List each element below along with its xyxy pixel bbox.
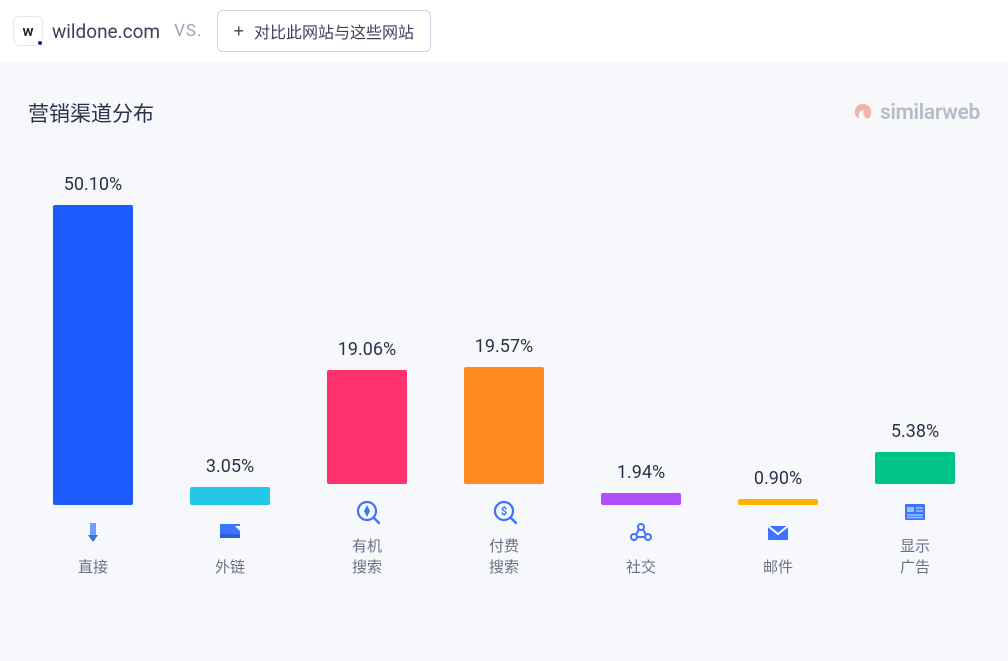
arrow-down-icon [80,519,106,547]
chart-bar [464,367,544,484]
favicon-letter: w [22,22,33,40]
chart-bar [327,370,407,484]
chart-column-display[interactable]: 5.38% 显示 广告 [860,421,970,578]
share-icon [628,519,654,547]
chart-bar [738,499,818,505]
compare-button[interactable]: + 对比此网站与这些网站 [217,10,432,52]
chart-column-mail[interactable]: 0.90% 邮件 [723,468,833,578]
vs-label: VS. [174,21,202,41]
similarweb-brand: similarweb [852,101,980,125]
compass-icon [354,498,380,526]
chart-column-organic[interactable]: 19.06% 有机 搜索 [312,339,422,578]
chart-category-label: 付费 搜索 [489,536,519,578]
plus-icon: + [234,22,245,40]
chart-value-label: 50.10% [64,174,122,195]
chart-bar [601,493,681,505]
mail-icon [765,519,791,547]
chart-category-label: 有机 搜索 [352,536,382,578]
chart-category-label: 邮件 [763,557,793,578]
site-favicon: w [14,17,42,45]
site-chip[interactable]: w wildone.com [14,17,160,45]
similarweb-brand-text: similarweb [880,101,980,125]
chart-card-header: 营销渠道分布 similarweb [18,92,990,128]
dollar-search-icon [491,498,517,526]
chart-bar [190,487,270,505]
compare-button-label: 对比此网站与这些网站 [254,19,414,43]
chart-bar [875,452,955,484]
news-icon [902,498,928,526]
chart-title: 营销渠道分布 [28,98,154,128]
chart-category-label: 直接 [78,557,108,578]
chart-value-label: 19.06% [338,339,396,360]
chart-column-paid_search[interactable]: 19.57% 付费 搜索 [449,336,559,578]
chart-card: 营销渠道分布 similarweb 50.10% 直接 3.05% 外链 19.06% 有… [18,92,990,578]
site-name: wildone.com [52,20,160,43]
chart-category-label: 社交 [626,557,656,578]
chart-category-label: 外链 [215,557,245,578]
similarweb-icon [852,102,874,124]
chart-column-direct[interactable]: 50.10% 直接 [38,174,148,578]
chart-value-label: 3.05% [206,456,254,477]
topbar: w wildone.com VS. + 对比此网站与这些网站 [0,0,1008,62]
chart-value-label: 1.94% [617,462,665,483]
favicon-status-dot [36,39,44,47]
chart-value-label: 5.38% [891,421,939,442]
chart-bar [53,205,133,505]
chart-category-label: 显示 广告 [900,536,930,578]
chart-value-label: 19.57% [475,336,533,357]
chart-column-social[interactable]: 1.94% 社交 [586,462,696,578]
chart-value-label: 0.90% [754,468,802,489]
monitor-icon [217,519,243,547]
chart-column-referrals[interactable]: 3.05% 外链 [175,456,285,578]
marketing-channels-chart: 50.10% 直接 3.05% 外链 19.06% 有机 搜索 19.57% 付费 搜索 1.9… [18,148,990,578]
